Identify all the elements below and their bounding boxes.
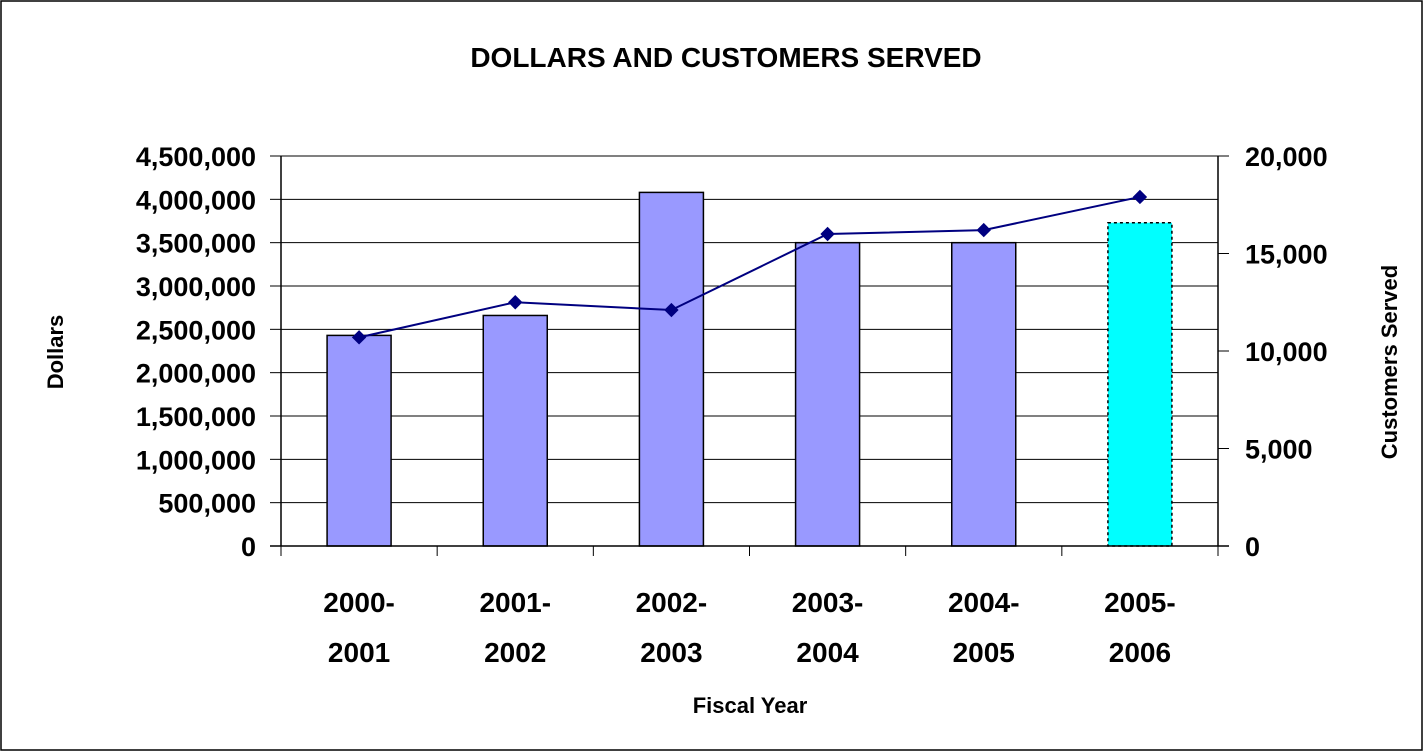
customers-line — [358, 195, 1141, 339]
y-tick-label: 3,000,000 — [136, 272, 256, 302]
chart-title: DOLLARS AND CUSTOMERS SERVED — [470, 42, 981, 73]
x-tick-label: 2001- 2002 — [479, 587, 551, 668]
x-tick-label-line: 2002- — [636, 587, 708, 618]
customers-point — [351, 330, 367, 345]
x-tick-label-line: 2002 — [484, 637, 546, 668]
x-tick-label: 2000- 2001 — [323, 587, 395, 668]
x-tick-label-line: 2001- — [479, 587, 551, 618]
customers-point — [508, 295, 523, 310]
line-layer — [351, 189, 1148, 345]
label-layer: 0 500,000 1,000,000 1,500,000 2,000,000 2,500… — [136, 142, 1328, 668]
x-tick-label: 2003- 2004 — [792, 587, 864, 668]
y-tick-label: 4,500,000 — [136, 142, 256, 172]
y-tick-label: 2,000,000 — [136, 359, 256, 389]
x-tick-label-line: 2003- — [792, 587, 864, 618]
bar — [951, 241, 1017, 547]
y-tick-label: 0 — [241, 532, 256, 562]
customers-point — [1132, 189, 1148, 205]
y-tick-label: 4,000,000 — [136, 185, 256, 215]
x-tick-label-line: 2004 — [796, 637, 859, 668]
bar-layer — [326, 191, 1173, 547]
x-tick-label-line: 2001 — [328, 637, 390, 668]
x-tick-label-line: 2000- — [323, 587, 395, 618]
x-tick-label-line: 2003 — [640, 637, 702, 668]
customers-point — [664, 302, 679, 318]
bar — [1107, 221, 1173, 547]
customers-point — [820, 226, 835, 242]
x-axis-label: Fiscal Year — [693, 693, 808, 718]
bar — [794, 241, 861, 547]
y2-tick-label: 10,000 — [1245, 337, 1328, 367]
y2-tick-label: 20,000 — [1245, 142, 1328, 172]
x-tick-label-line: 2005- — [1104, 587, 1176, 618]
x-tick-label: 2004- 2005 — [948, 587, 1020, 668]
grid-layer — [281, 155, 1218, 504]
y-tick-label: 3,500,000 — [136, 229, 256, 259]
x-tick-label: 2005- 2006 — [1104, 587, 1176, 668]
y-axis-label: Dollars — [43, 315, 68, 390]
bar — [638, 191, 705, 547]
bar — [326, 334, 392, 547]
y-tick-label: 1,000,000 — [136, 445, 256, 475]
y2-tick-label: 5,000 — [1245, 435, 1313, 465]
bar — [482, 314, 548, 547]
y2-tick-label: 0 — [1245, 532, 1260, 562]
y2-axis-label: Customers Served — [1377, 265, 1402, 459]
x-tick-label-line: 2005 — [953, 637, 1015, 668]
axis-layer — [270, 155, 1229, 556]
y-tick-label: 1,500,000 — [136, 402, 256, 432]
y-tick-label: 500,000 — [158, 489, 256, 519]
y-tick-label: 2,500,000 — [136, 315, 256, 345]
x-tick-label-line: 2006 — [1109, 637, 1171, 668]
y2-tick-label: 15,000 — [1245, 240, 1328, 270]
x-tick-label: 2002- 2003 — [636, 587, 708, 668]
customers-point — [976, 222, 991, 238]
x-tick-label-line: 2004- — [948, 587, 1020, 618]
